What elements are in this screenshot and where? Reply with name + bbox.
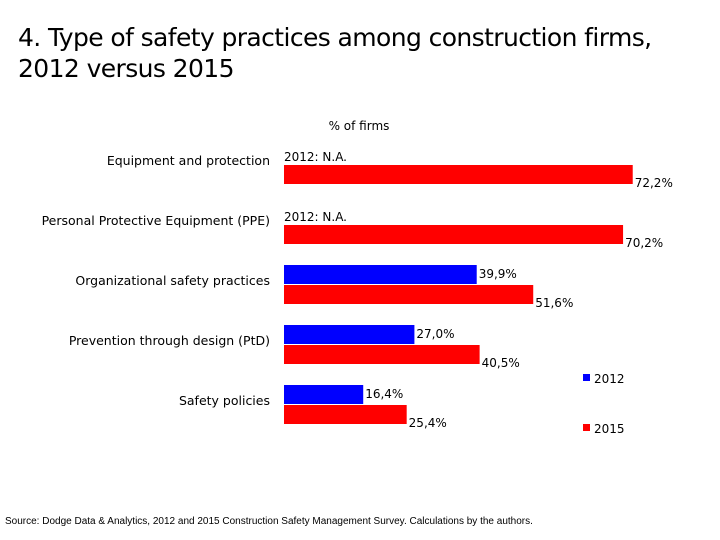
legend: 2012 2015 [583, 372, 625, 436]
data-label-2015-organizational-safety-practices: 51,6% [535, 296, 573, 310]
legend-label-2012: 2012 [594, 372, 625, 386]
bar-2012-organizational-safety-practices [284, 265, 477, 284]
bar-2015-personal-protective-equipment-ppe [284, 225, 624, 244]
na-label-2012-equipment-and-protection: 2012: N.A. [284, 150, 347, 164]
data-label-2012-safety-policies: 16,4% [365, 387, 403, 401]
chart-title: 4. Type of safety practices among constr… [18, 23, 652, 83]
category-label-prevention-through-design-ptd: Prevention through design (PtD) [69, 333, 270, 348]
bar-2015-organizational-safety-practices [284, 285, 534, 304]
source-note: Source: Dodge Data & Analytics, 2012 and… [5, 516, 533, 527]
x-axis-title: % of firms [329, 119, 390, 133]
bars-layer: Equipment and protection 2012: N.A. 72,2% P… [42, 150, 673, 430]
bar-2015-prevention-through-design-ptd [284, 345, 480, 364]
category-label-personal-protective-equipment-ppe: Personal Protective Equipment (PPE) [42, 213, 270, 228]
data-label-2012-prevention-through-design-ptd: 27,0% [416, 327, 454, 341]
category-label-organizational-safety-practices: Organizational safety practices [75, 273, 270, 288]
data-label-2015-personal-protective-equipment-ppe: 70,2% [625, 236, 663, 250]
legend-swatch-2012 [583, 374, 590, 381]
legend-label-2015: 2015 [594, 422, 625, 436]
data-label-2012-organizational-safety-practices: 39,9% [479, 267, 517, 281]
legend-swatch-2015 [583, 424, 590, 431]
data-label-2015-equipment-and-protection: 72,2% [635, 176, 673, 190]
bar-2012-safety-policies [284, 385, 364, 404]
category-label-safety-policies: Safety policies [179, 393, 270, 408]
bar-2015-equipment-and-protection [284, 165, 633, 184]
bar-2015-safety-policies [284, 405, 407, 424]
na-label-2012-personal-protective-equipment-ppe: 2012: N.A. [284, 210, 347, 224]
bar-2012-prevention-through-design-ptd [284, 325, 415, 344]
data-label-2015-prevention-through-design-ptd: 40,5% [482, 356, 520, 370]
category-label-equipment-and-protection: Equipment and protection [107, 153, 270, 168]
data-label-2015-safety-policies: 25,4% [409, 416, 447, 430]
